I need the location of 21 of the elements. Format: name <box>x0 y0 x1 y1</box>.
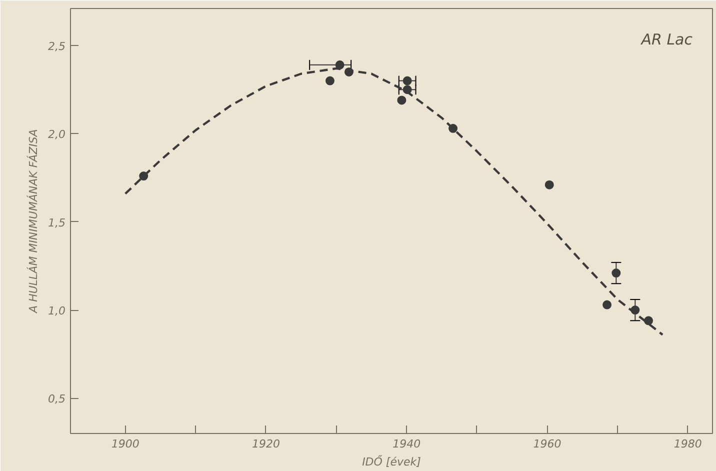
point <box>325 76 334 86</box>
point <box>544 180 554 190</box>
point <box>402 76 412 86</box>
x-tick-label: 1920 <box>252 438 280 450</box>
y-tick-label: 1,0 <box>48 304 66 318</box>
y-axis-title: A HULLÁM MINIMUMÁNAK FÁZISA <box>26 129 40 314</box>
x-tick-label: 1960 <box>533 438 562 450</box>
point <box>644 316 654 326</box>
x-tick-label: 1940 <box>392 438 421 450</box>
x-tick-label: 1900 <box>111 438 140 450</box>
x-axis-title: IDŐ [évek] <box>362 454 421 468</box>
point <box>612 268 621 278</box>
y-tick-label: 2,0 <box>48 128 66 142</box>
point <box>397 96 406 105</box>
point <box>335 60 344 70</box>
annotation: AR Lac <box>640 30 694 48</box>
x-tick-label: 1980 <box>674 438 702 450</box>
y-tick-label: 1,5 <box>48 216 66 230</box>
y-tick-label: 0,5 <box>48 392 66 406</box>
point <box>602 300 612 310</box>
y-tick-label: 2,5 <box>48 40 66 54</box>
